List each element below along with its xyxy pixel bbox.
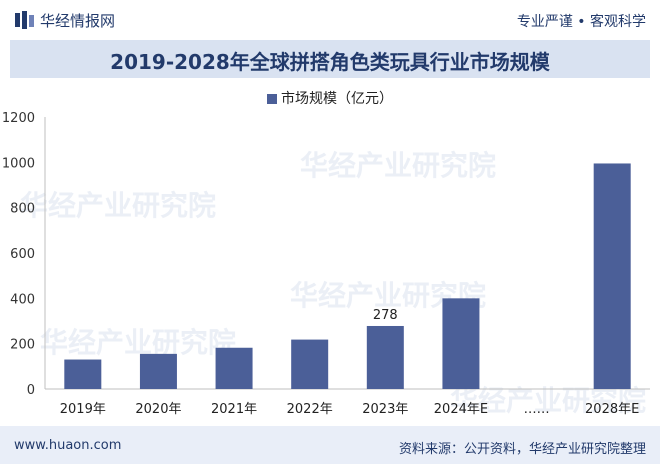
x-tick-label: 2021年 bbox=[211, 402, 257, 417]
huajing-logo-icon bbox=[15, 11, 34, 29]
chart-title: 2019-2028年全球拼搭角色类玩具行业市场规模 bbox=[110, 50, 550, 74]
source-note: 资料来源：公开资料，华经产业研究院整理 bbox=[398, 442, 646, 457]
bar-chart: 华经产业研究院华经产业研究院华经产业研究院华经产业研究院华经产业研究院02004… bbox=[2, 111, 650, 417]
brand-name: 华经情报网 bbox=[40, 12, 116, 30]
top-bar: 华经情报网 专业严谨 • 客观科学 bbox=[0, 0, 660, 40]
footer: www.huaon.com 资料来源：公开资料，华经产业研究院整理 bbox=[0, 426, 660, 464]
website-url: www.huaon.com bbox=[14, 438, 122, 453]
y-tick-label: 600 bbox=[10, 247, 35, 262]
bar bbox=[215, 347, 253, 389]
chart-legend: 市场规模（亿元） bbox=[0, 88, 660, 108]
x-tick-label: 2019年 bbox=[60, 402, 106, 417]
watermark-text: 华经产业研究院 bbox=[40, 326, 236, 359]
x-tick-label: 2024年E bbox=[434, 402, 488, 417]
x-tick-label: 2028年E bbox=[585, 402, 639, 417]
bar bbox=[593, 163, 631, 389]
x-tick-label: 2023年 bbox=[362, 402, 408, 417]
y-tick-label: 1000 bbox=[2, 156, 35, 171]
x-tick-label: …… bbox=[524, 402, 550, 417]
bar bbox=[139, 353, 177, 389]
bar bbox=[291, 339, 329, 389]
bar bbox=[64, 359, 102, 389]
watermark-text: 华经产业研究院 bbox=[20, 189, 216, 222]
data-label: 278 bbox=[373, 308, 398, 323]
legend-label: 市场规模（亿元） bbox=[281, 91, 393, 107]
slogan: 专业严谨 • 客观科学 bbox=[516, 14, 646, 30]
title-banner bbox=[10, 40, 650, 78]
x-tick-label: 2022年 bbox=[287, 402, 333, 417]
bar bbox=[366, 325, 404, 389]
x-tick-label: 2020年 bbox=[135, 402, 181, 417]
watermark-text: 华经产业研究院 bbox=[300, 149, 496, 182]
legend-swatch bbox=[267, 94, 277, 104]
y-tick-label: 800 bbox=[10, 202, 35, 217]
y-tick-label: 400 bbox=[10, 292, 35, 307]
y-tick-label: 1200 bbox=[2, 111, 35, 126]
y-tick-label: 200 bbox=[10, 338, 35, 353]
y-tick-label: 0 bbox=[27, 383, 35, 398]
bar bbox=[442, 298, 480, 389]
